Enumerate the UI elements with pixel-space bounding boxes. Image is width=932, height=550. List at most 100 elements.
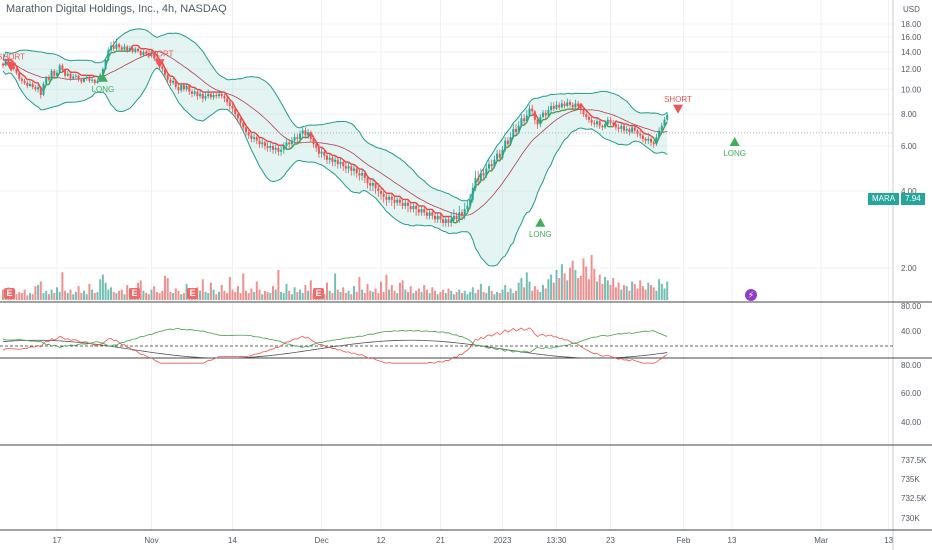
candle-body (147, 53, 150, 56)
volume-bar (563, 273, 566, 300)
candle-body (274, 147, 277, 150)
volume-bar (442, 289, 445, 300)
volume-bar (323, 294, 326, 300)
volume-bar (85, 294, 88, 300)
candle-body (466, 205, 469, 210)
volume-bar (164, 275, 166, 300)
volume-bar (366, 283, 369, 300)
candle-body (7, 60, 10, 62)
volume-bar (547, 279, 550, 300)
candle-body (328, 157, 331, 160)
volume-bar (350, 294, 353, 300)
candle-body (463, 209, 466, 216)
candle-body (363, 173, 366, 178)
volume-bar (142, 290, 145, 300)
trailing-stop-segment (604, 120, 609, 127)
bollinger-basis (2, 51, 668, 216)
volume-bar (101, 274, 104, 300)
volume-bar (255, 281, 258, 300)
earnings-badge-2[interactable]: E (129, 288, 140, 299)
volume-bar (593, 268, 596, 300)
candle-body (614, 124, 617, 128)
time-tick-label: 13:30 (546, 536, 567, 545)
candle-body (658, 130, 661, 138)
candle-body (64, 69, 67, 76)
trailing-stop-segment (377, 184, 382, 188)
volume-bar (155, 291, 158, 300)
candle-body (39, 87, 42, 95)
candle-body (188, 86, 191, 92)
time-tick-label: Mar (814, 536, 828, 545)
volume-bar (107, 289, 110, 300)
signal-label: LONG (723, 149, 746, 158)
pane2-tick-label: 40.00 (901, 418, 922, 427)
candle-body (620, 125, 623, 129)
candle-body (377, 188, 380, 192)
volume-bar (212, 289, 215, 300)
candle-body (490, 164, 493, 167)
volume-bar (326, 282, 328, 300)
candle-body (255, 137, 258, 141)
trailing-stop-segment (137, 44, 142, 50)
trailing-stop-segment (564, 108, 568, 111)
trailing-stop-segment (323, 148, 328, 154)
earnings-badge-1[interactable]: E (4, 288, 15, 299)
trailing-stop-segment (312, 137, 317, 142)
candle-body (431, 212, 434, 216)
short-arrow-icon (154, 59, 165, 69)
candle-body (471, 188, 474, 200)
volume-bar (474, 293, 477, 300)
candle-body (245, 127, 247, 133)
volume-bar (479, 283, 482, 300)
volume-bar (444, 293, 447, 300)
candle-body (2, 63, 4, 66)
earnings-badge-4[interactable]: E (313, 288, 324, 299)
candle-body (74, 75, 77, 77)
volume-bar (77, 286, 80, 300)
volume-bar (579, 275, 582, 300)
trailing-stop-segment (78, 72, 82, 76)
candle-body (166, 74, 169, 80)
trailing-stop-segment (647, 133, 652, 137)
candle-body (458, 212, 461, 220)
volume-bar (625, 286, 628, 300)
candle-body (101, 69, 104, 75)
volume-bar (182, 293, 185, 300)
volume-bar (409, 286, 412, 300)
candle-body (517, 125, 520, 133)
candle-body (112, 45, 115, 49)
volume-bar (436, 294, 439, 300)
candle-body (439, 215, 442, 220)
candle-body (193, 91, 196, 94)
volume-bar (236, 286, 239, 300)
volume-bar (204, 291, 207, 300)
volume-bar (207, 293, 210, 300)
bolt-icon[interactable]: ⚡ (745, 289, 757, 301)
volume-bar (620, 289, 623, 300)
short-arrow-icon (673, 104, 683, 114)
earnings-badge-3[interactable]: E (187, 288, 198, 299)
candle-body (482, 173, 485, 176)
candle-body (253, 137, 256, 139)
candle-body (223, 96, 226, 99)
candle-body (61, 65, 64, 70)
pane2-tick-label: 80.00 (901, 361, 922, 370)
candle-body (623, 125, 625, 131)
trailing-stop-segment (56, 71, 61, 79)
volume-bar (396, 293, 399, 300)
candle-body (493, 159, 496, 167)
candle-body (504, 140, 507, 150)
candle-body (23, 80, 26, 83)
volume-bar (650, 285, 652, 300)
trailing-stop-segment (415, 202, 420, 207)
volume-bar (120, 289, 123, 300)
volume-bar (536, 289, 539, 300)
volume-bar (558, 278, 561, 300)
volume-bar (307, 290, 310, 300)
trailing-stop-segment (626, 123, 630, 127)
candle-body (609, 119, 612, 123)
trailing-stop-segment (296, 140, 301, 145)
volume-bar (569, 267, 571, 300)
